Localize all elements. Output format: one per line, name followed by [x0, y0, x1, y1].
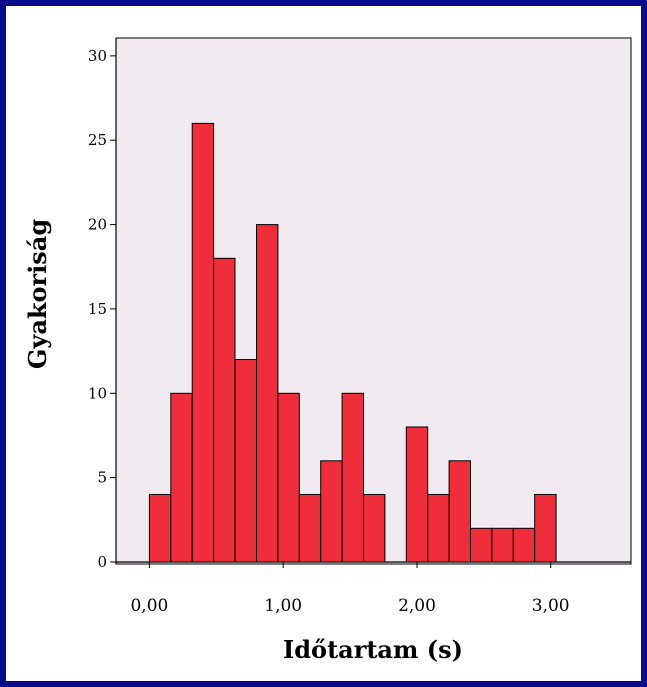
bars-group	[148, 122, 557, 563]
x-tick-label: 0,00	[130, 596, 168, 616]
x-tick-label: 1,00	[264, 596, 302, 616]
histogram-bar	[363, 494, 386, 563]
histogram-bar	[427, 494, 450, 563]
chart-frame: 0 5 10 15 20 25 30 0,00 1,00 2,00 3,00 Gyakoriság…	[6, 6, 641, 681]
y-tick-label: 20	[88, 216, 107, 234]
histogram-bar	[213, 257, 236, 563]
histogram-chart: 0 5 10 15 20 25 30 0,00 1,00 2,00 3,00 Gyakoriság…	[23, 37, 632, 664]
histogram-bar	[470, 527, 493, 563]
y-axis-title: Gyakoriság	[23, 219, 52, 369]
histogram-bar	[491, 527, 514, 563]
x-ticks-group: 0,00 1,00 2,00 3,00	[130, 562, 570, 616]
histogram-bar	[191, 122, 215, 563]
y-tick-label: 30	[88, 47, 107, 65]
histogram-bar	[405, 426, 429, 563]
histogram-bar	[298, 494, 322, 563]
histogram-bar	[256, 224, 279, 563]
histogram-bar	[170, 392, 193, 563]
histogram-bar	[234, 359, 258, 563]
y-ticks-group: 0 5 10 15 20 25 30	[88, 47, 116, 571]
histogram-bar	[512, 527, 536, 563]
y-tick-label: 0	[97, 553, 107, 571]
histogram-bar	[448, 460, 472, 563]
histogram-bar	[534, 494, 557, 563]
x-axis-title: Időtartam (s)	[283, 635, 463, 664]
histogram-bar	[320, 460, 343, 563]
y-tick-label: 10	[88, 384, 107, 402]
y-tick-label: 5	[97, 469, 107, 487]
x-tick-label: 3,00	[532, 596, 570, 616]
y-tick-label: 15	[88, 300, 107, 318]
histogram-bar	[277, 392, 300, 563]
y-tick-label: 25	[88, 131, 107, 149]
x-tick-label: 2,00	[398, 596, 436, 616]
histogram-bar	[148, 494, 172, 563]
histogram-bar	[341, 392, 365, 563]
